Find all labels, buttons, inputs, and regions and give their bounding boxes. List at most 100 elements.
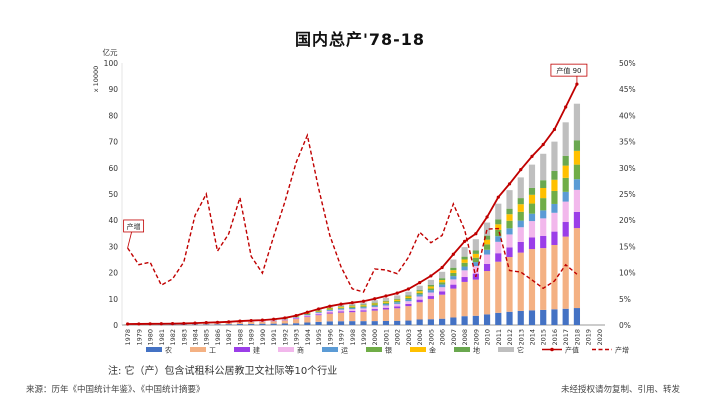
- bar-segment: [439, 271, 446, 279]
- bar-segment: [405, 296, 412, 299]
- y-tick-label: 20: [108, 269, 118, 278]
- bar-segment: [337, 308, 345, 310]
- bar-segment: [483, 235, 491, 240]
- x-tick-label: 2005: [427, 329, 435, 346]
- bar-segment: [394, 299, 401, 302]
- bar-segment: [483, 263, 491, 272]
- gdp-point: [474, 232, 478, 236]
- bar-segment: [483, 314, 491, 325]
- legend-item: 它: [498, 346, 524, 355]
- x-tick-label: 2017: [562, 329, 570, 346]
- bar-segment: [528, 213, 536, 222]
- x-tick-label: 2011: [495, 329, 503, 346]
- gdp-point: [328, 304, 332, 308]
- gdp-point: [260, 318, 265, 322]
- gdp-point: [305, 310, 309, 314]
- gdp-point: [451, 252, 455, 256]
- gdp-point: [564, 105, 568, 109]
- legend-label: 工: [209, 347, 216, 355]
- bar-segment: [517, 241, 524, 253]
- bar-segment: [360, 304, 367, 306]
- gdp-point: [339, 302, 343, 306]
- bar-segment: [315, 312, 322, 313]
- bar-segment: [304, 313, 311, 315]
- bar-segment: [382, 297, 390, 301]
- bar-segment: [236, 322, 244, 325]
- gdp-point: [238, 319, 242, 323]
- bar-segment: [562, 191, 569, 202]
- x-tick-label: 1997: [338, 329, 346, 346]
- bar-segment: [461, 256, 468, 260]
- x-tick-label: 1994: [304, 329, 312, 346]
- bar-segment: [270, 321, 277, 324]
- bar-segment: [461, 281, 468, 317]
- bar-segment: [472, 266, 479, 274]
- legend-swatch: [454, 347, 470, 352]
- bar-segment: [573, 140, 581, 151]
- legend-label: 建: [253, 346, 260, 355]
- bar-segment: [540, 210, 547, 219]
- legend-label: 运: [341, 347, 348, 355]
- bar-segment: [281, 319, 288, 321]
- x-tick-label: 1978: [124, 329, 132, 346]
- legend-label: 产值: [565, 346, 579, 355]
- legend-swatch: [498, 347, 514, 352]
- bar-segment: [427, 292, 434, 297]
- y2-tick-label: 20%: [619, 216, 636, 225]
- bar-segment: [315, 310, 322, 311]
- bar-segment: [540, 153, 547, 181]
- y-tick-label: 50: [108, 190, 118, 199]
- annotation-label: 产值 90: [556, 66, 581, 75]
- bar-segment: [259, 321, 266, 324]
- bar-segment: [293, 319, 300, 324]
- x-tick-label: 1992: [281, 329, 289, 346]
- gdp-point: [361, 299, 366, 303]
- bar-segment: [225, 324, 232, 325]
- bar-segment: [304, 317, 311, 323]
- bar-segment: [360, 308, 367, 311]
- y2-tick-label: 45%: [619, 85, 636, 94]
- bar-segment: [315, 312, 322, 315]
- bar-segment: [472, 279, 479, 316]
- y-axis-label: 亿元: [103, 47, 118, 57]
- x-tick-label: 1996: [326, 329, 334, 346]
- bar-segment: [236, 324, 244, 325]
- bar-segment: [416, 302, 423, 320]
- bar-segment: [360, 306, 367, 308]
- bar-segment: [304, 322, 311, 325]
- x-tick-label: 2007: [450, 329, 458, 346]
- x-tick-label: 2006: [439, 329, 447, 346]
- legend-label: 银: [385, 346, 392, 355]
- gdp-point: [227, 320, 231, 324]
- bar-segment: [349, 321, 356, 325]
- gdp-point: [249, 318, 253, 323]
- x-tick-label: 1980: [147, 329, 155, 346]
- bar-segment: [528, 249, 536, 311]
- x-tick-label: 1985: [203, 329, 211, 346]
- bar-segment: [495, 229, 502, 237]
- bar-segment: [517, 227, 524, 242]
- legend-item: 农: [146, 346, 172, 355]
- legend-swatch: [322, 347, 338, 352]
- x-tick-label: 1993: [293, 329, 301, 346]
- bar-segment: [349, 312, 356, 322]
- bar-segment: [439, 278, 446, 280]
- bar-segment: [439, 294, 446, 319]
- bar-segment: [450, 259, 457, 268]
- bar-segment: [281, 323, 288, 325]
- bar-segment: [551, 244, 558, 310]
- bar-segment: [248, 323, 255, 325]
- annotation-box: [550, 63, 588, 77]
- gdp-point: [541, 142, 545, 147]
- x-tick-label: 1998: [349, 329, 357, 346]
- bar-segment: [360, 302, 367, 305]
- bar-segment: [270, 323, 277, 325]
- bar-segment: [450, 279, 457, 285]
- bar-segment: [371, 302, 378, 304]
- legend-label: 金: [429, 346, 436, 355]
- gdp-point: [170, 322, 175, 326]
- gdp-point: [350, 301, 354, 305]
- bar-segment: [394, 303, 401, 307]
- gdp-point: [182, 321, 186, 326]
